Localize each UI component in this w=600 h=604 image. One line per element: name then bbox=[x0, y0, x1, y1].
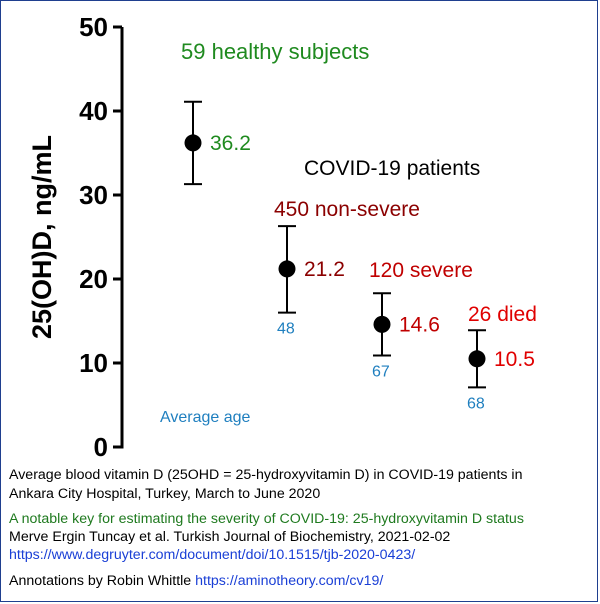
group-label: 26 died bbox=[468, 303, 537, 326]
average-age-value: 48 bbox=[277, 321, 295, 338]
caption-line-1: Average blood vitamin D (25OHD = 25-hydr… bbox=[9, 467, 523, 483]
data-marks: 36.2 59 healthy subjects 21.2 450 non-sever… bbox=[181, 39, 537, 412]
annotations-credit: Annotations by Robin Whittle https://ami… bbox=[9, 572, 383, 590]
average-age-value: 68 bbox=[467, 395, 485, 412]
mean-value-label: 14.6 bbox=[399, 313, 440, 336]
y-tick-label: 0 bbox=[94, 432, 108, 462]
y-tick-label: 30 bbox=[79, 180, 108, 210]
doi-link-line: https://www.degruyter.com/document/doi/1… bbox=[9, 546, 415, 564]
annotations-link[interactable]: https://aminotheory.com/cv19/ bbox=[195, 573, 384, 589]
annotations-by-text: Annotations by Robin Whittle bbox=[9, 573, 192, 589]
y-tick-label: 50 bbox=[79, 12, 108, 42]
y-axis: 0 10 20 30 40 50 bbox=[79, 12, 124, 462]
y-axis-title: 25(OH)D, ng/mL bbox=[27, 135, 57, 339]
study-title: A notable key for estimating the severit… bbox=[9, 511, 524, 527]
group-label: 120 severe bbox=[369, 259, 473, 282]
patients-header: COVID-19 patients bbox=[304, 157, 480, 180]
average-age-label: Average age bbox=[160, 409, 251, 426]
group-label: 450 non-severe bbox=[274, 198, 420, 221]
mean-value-label: 36.2 bbox=[210, 132, 251, 155]
mean-value-label: 21.2 bbox=[304, 258, 345, 281]
data-point bbox=[184, 134, 202, 152]
caption-line-2: Ankara City Hospital, Turkey, March to J… bbox=[9, 486, 321, 502]
doi-link[interactable]: https://www.degruyter.com/document/doi/1… bbox=[9, 547, 416, 563]
mean-value-label: 10.5 bbox=[494, 348, 535, 371]
y-tick-label: 10 bbox=[79, 348, 108, 378]
data-point bbox=[373, 315, 391, 333]
data-point bbox=[278, 260, 296, 278]
y-tick-label: 40 bbox=[79, 96, 108, 126]
y-tick-label: 20 bbox=[79, 264, 108, 294]
study-authors: Merve Ergin Tuncay et al. Turkish Journa… bbox=[9, 529, 451, 545]
chart: 0 10 20 30 40 50 25(OH)D, ng/mL 36.2 59 health… bbox=[27, 12, 537, 462]
data-point bbox=[468, 350, 486, 368]
group-label: 59 healthy subjects bbox=[181, 39, 369, 64]
average-age-value: 67 bbox=[372, 363, 390, 380]
